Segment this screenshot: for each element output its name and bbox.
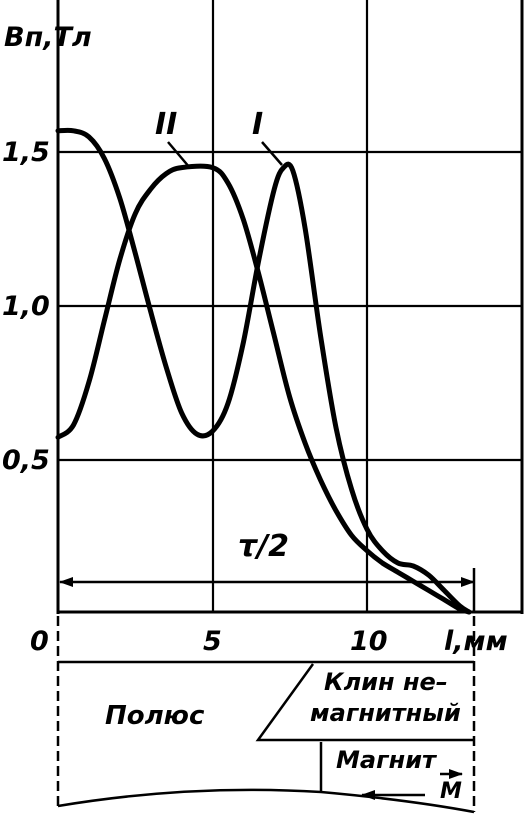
x-axis-label: l,мм (444, 626, 508, 657)
series-I-leader-line (261, 141, 283, 166)
plot-grid (56, 0, 524, 614)
series-II-leader-line (167, 141, 191, 169)
series-I-line (55, 127, 472, 615)
y-axis-label: Bп,Тл (4, 22, 92, 53)
y-tick-label-0-5: 0,5 (2, 445, 50, 476)
pole-label: Полюс (105, 701, 205, 731)
x-tick-label-0: 0 (30, 626, 49, 657)
pole-wedge-magnet-schematic: Полюс Клин не– магнитный Магнит M (56, 616, 476, 814)
x-tick-label-5: 5 (203, 626, 222, 657)
wedge-label-line1: Клин не– (324, 668, 448, 696)
x-tick-label-10: 10 (350, 626, 388, 657)
magnet-label: Магнит (336, 746, 438, 774)
pole-bottom-edge (57, 788, 475, 814)
magnetization-label: M (440, 779, 462, 804)
y-tick-label-1-0: 1,0 (2, 291, 50, 322)
series-I-label: I (252, 107, 263, 142)
series-II-label: II (155, 107, 177, 142)
wedge-label-line2: магнитный (310, 699, 461, 727)
tau-half-label: τ/2 (238, 529, 289, 564)
y-tick-label-1-5: 1,5 (2, 137, 50, 168)
wedge-outline (255, 663, 474, 742)
